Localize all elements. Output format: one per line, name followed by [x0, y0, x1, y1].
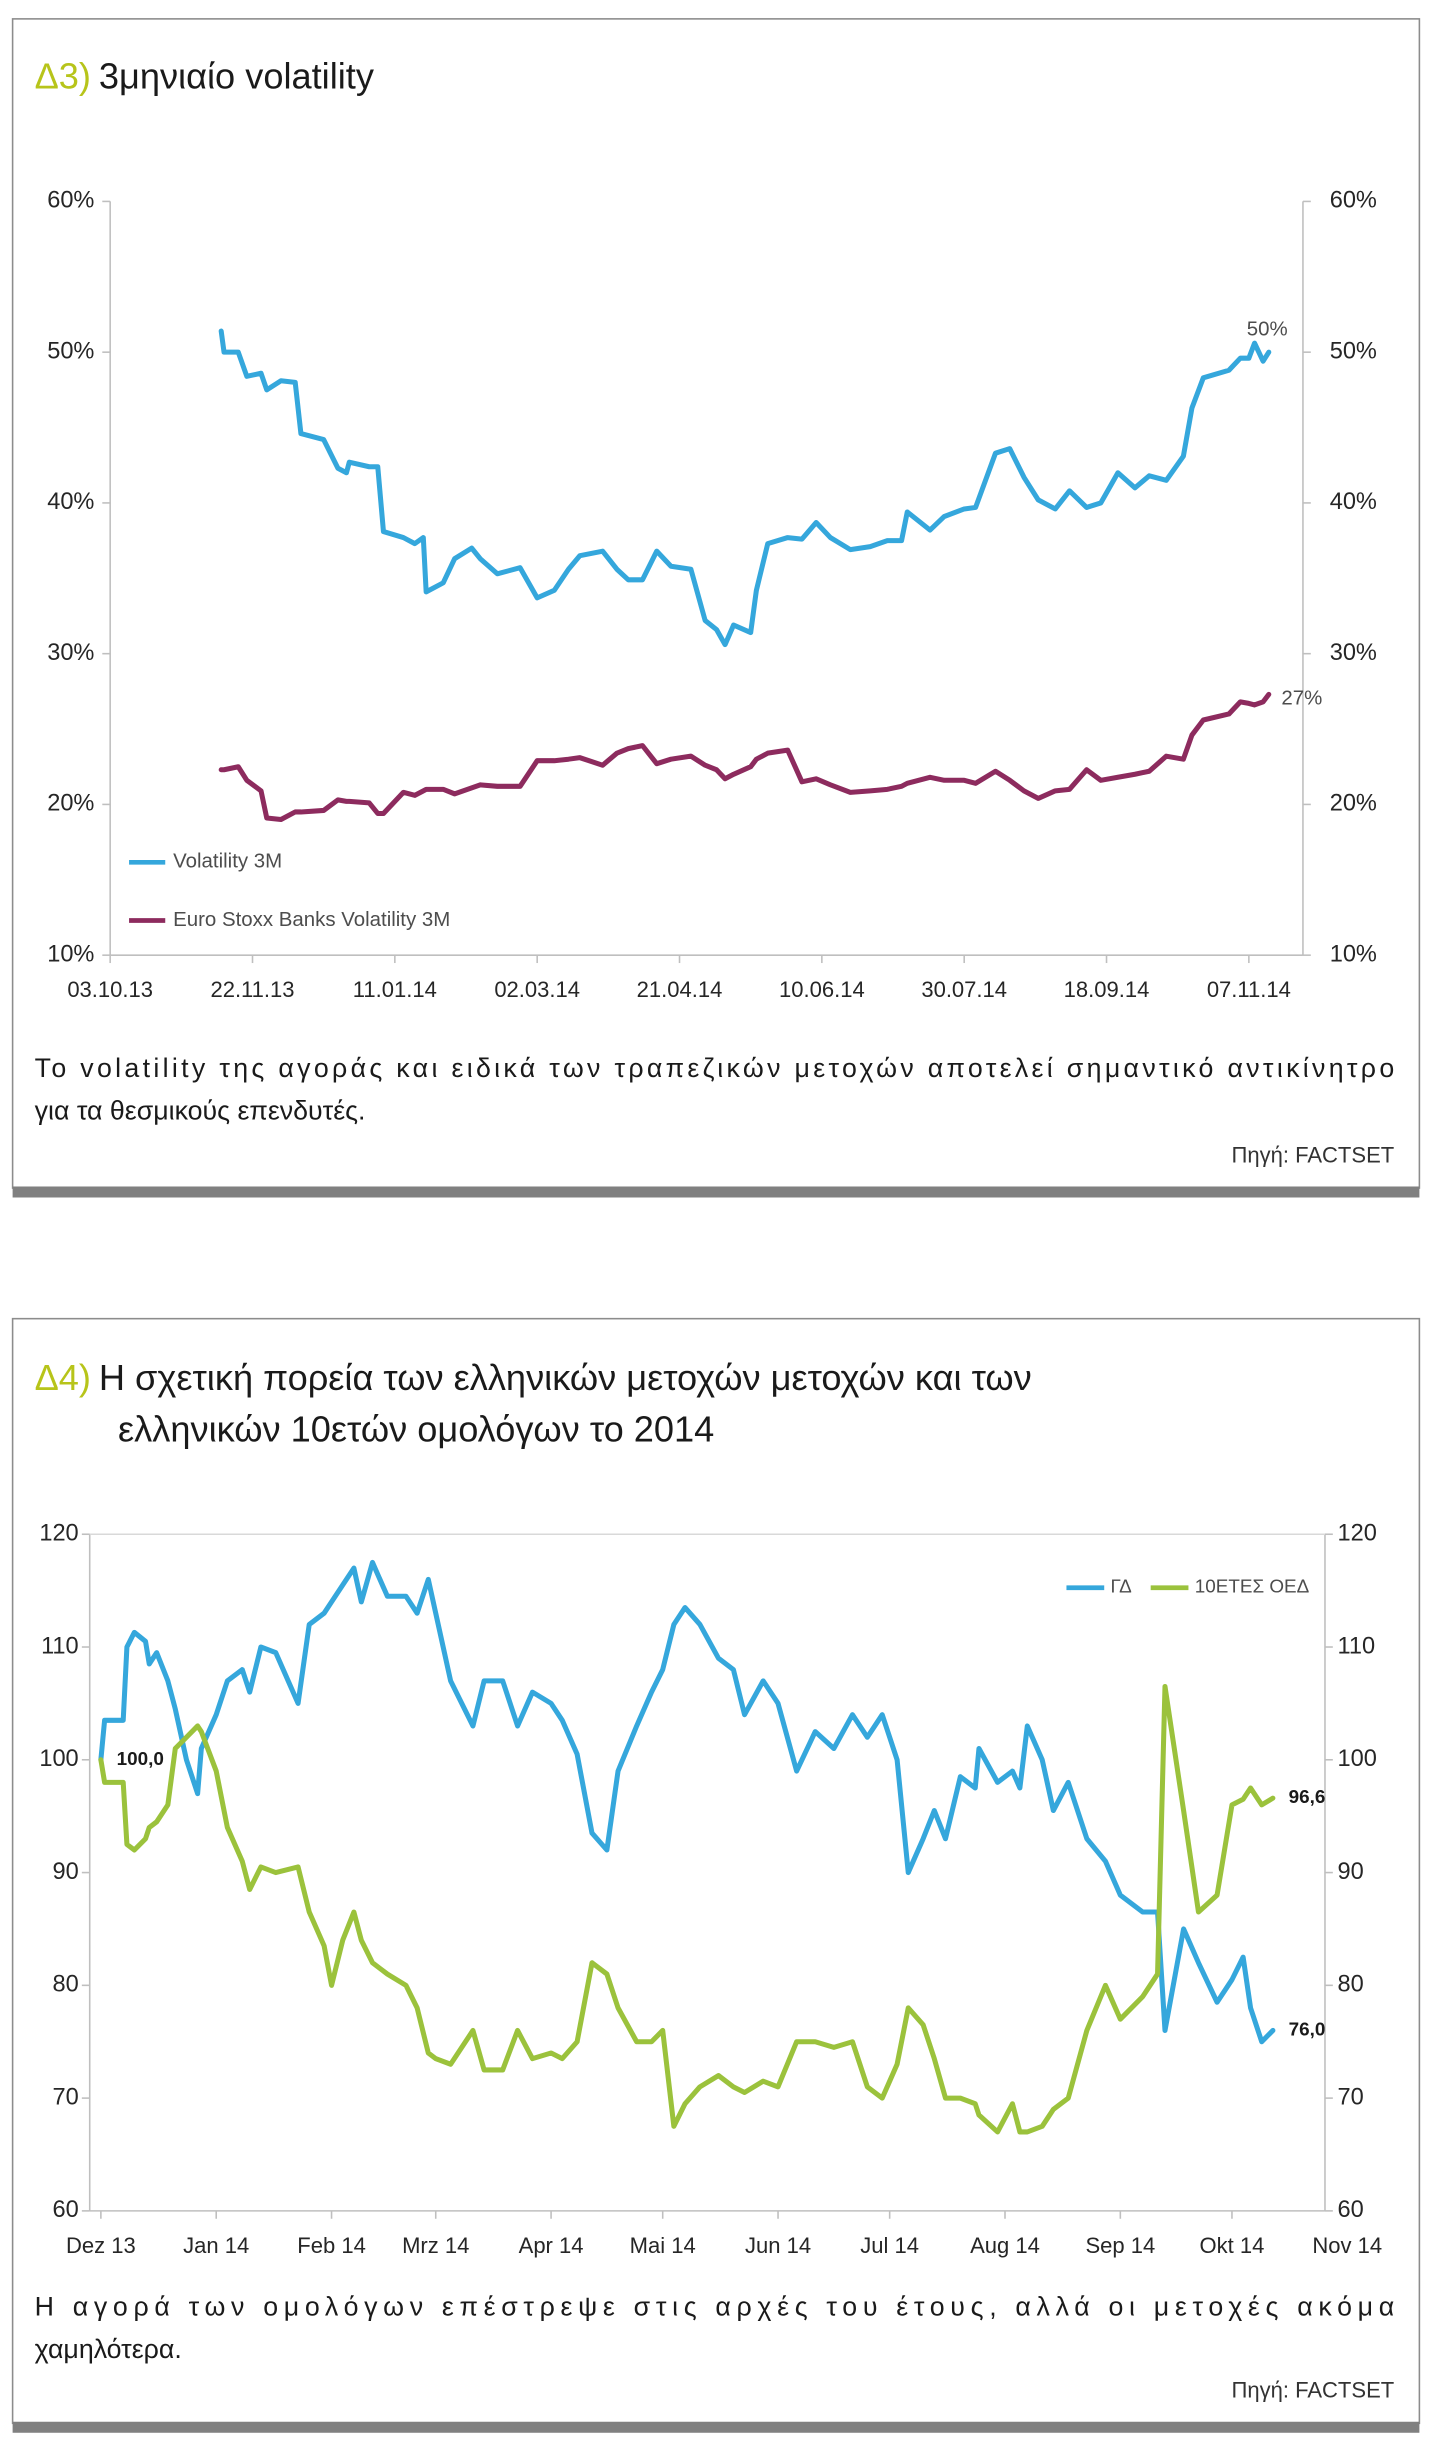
x-tick-label: Jan 14	[183, 2233, 249, 2258]
y-tick-label: 20%	[47, 791, 94, 817]
series-line	[218, 328, 1272, 648]
title-label: Δ3)	[35, 55, 91, 96]
legend-label: Volatility 3M	[173, 850, 282, 873]
y2-tick-label: 50%	[1330, 338, 1377, 364]
y2-tick-label: 40%	[1330, 489, 1377, 515]
y-tick-label: 50%	[47, 338, 94, 364]
title-text: Η σχετική πορεία των ελληνικών μετοχών μ…	[99, 1357, 1032, 1398]
y2-tick-label: 60%	[1330, 188, 1377, 214]
y2-tick-label: 20%	[1330, 791, 1377, 817]
panel	[11, 18, 1421, 1189]
y2-tick-label: 60	[1338, 2197, 1364, 2223]
x-tick-label: Sep 14	[1085, 2233, 1155, 2258]
x-tick-label: Apr 14	[519, 2233, 584, 2258]
panel-bar	[12, 2421, 1420, 2433]
y-tick-label: 70	[52, 2084, 78, 2110]
x-tick-label: 22.11.13	[210, 977, 294, 1002]
x-tick-label: Feb 14	[297, 2233, 366, 2258]
chart-title: Δ4) Η σχετική πορεία των ελληνικών μετοχώ…	[35, 1357, 1032, 1398]
y-tick-label: 60%	[47, 188, 94, 214]
data-label: 100,0	[117, 1749, 164, 1770]
y-tick-label: 30%	[47, 640, 94, 666]
x-tick-label: 10.06.14	[779, 977, 865, 1002]
x-tick-label: 02.03.14	[494, 977, 580, 1002]
series-line	[98, 1559, 1276, 2045]
x-tick-label: Nov 14	[1312, 2233, 1382, 2258]
data-label: 27%	[1281, 686, 1322, 709]
legend-label: ΓΔ	[1111, 1577, 1133, 1598]
legend: ΓΔ 10ΕΤΕΣ ΟΕΔ	[1066, 1577, 1310, 1598]
x-tick-label: 11.01.14	[353, 977, 437, 1002]
y2-tick-label: 10%	[1330, 941, 1377, 967]
caption: χαμηλότερα.	[35, 2334, 182, 2364]
x-tick-label: Okt 14	[1200, 2233, 1265, 2258]
x-tick-label: Mai 14	[630, 2233, 696, 2258]
panel-bar	[12, 1186, 1420, 1198]
title-label: Δ4)	[35, 1357, 91, 1398]
caption: για τα θεσμικούς επενδυτές.	[35, 1096, 366, 1126]
x-tick-label: 18.09.14	[1064, 977, 1150, 1002]
x-tick-label: Aug 14	[970, 2233, 1040, 2258]
x-tick-label: Mrz 14	[402, 2233, 469, 2258]
source: Πηγή: FACTSET	[1231, 2378, 1394, 2403]
x-tick-label: Jun 14	[745, 2233, 811, 2258]
series-line	[98, 1683, 1276, 2135]
y-tick-label: 100	[39, 1746, 78, 1772]
y-tick-label: 60	[52, 2197, 78, 2223]
x-tick-label: 21.04.14	[637, 977, 723, 1002]
y2-tick-label: 90	[1338, 1859, 1364, 1885]
x-tick-label: Jul 14	[860, 2233, 919, 2258]
legend-label: 10ΕΤΕΣ ΟΕΔ	[1195, 1577, 1310, 1598]
x-tick-label: 03.10.13	[67, 977, 153, 1002]
y-tick-label: 90	[52, 1859, 78, 1885]
y2-tick-label: 30%	[1330, 640, 1377, 666]
y-tick-label: 110	[41, 1633, 79, 1659]
y2-tick-label: 80	[1338, 1972, 1364, 1998]
x-tick-label: 30.07.14	[921, 977, 1007, 1002]
y-tick-label: 10%	[47, 941, 94, 967]
data-label: 50%	[1247, 318, 1288, 341]
chart-title: Δ3) 3μηνιαίο volatility	[35, 55, 375, 96]
series-line	[218, 691, 1272, 823]
source: Πηγή: FACTSET	[1231, 1142, 1394, 1167]
y2-tick-label: 120	[1338, 1520, 1377, 1546]
y-tick-label: 40%	[47, 489, 94, 515]
data-label: 76,0	[1289, 2019, 1326, 2040]
y2-tick-label: 100	[1338, 1746, 1377, 1772]
y2-tick-label: 110	[1338, 1633, 1376, 1659]
title-text: 3μηνιαίο volatility	[99, 55, 375, 96]
chart-title: ελληνικών 10ετών ομολόγων το 2014	[118, 1409, 714, 1450]
x-tick-label: Dez 13	[66, 2233, 136, 2258]
data-label: 96,6	[1289, 1787, 1326, 1808]
y-tick-label: 80	[52, 1972, 78, 1998]
y-tick-label: 120	[39, 1520, 78, 1546]
y2-tick-label: 70	[1338, 2084, 1364, 2110]
legend-label: Euro Stoxx Banks Volatility 3M	[173, 908, 450, 931]
x-tick-label: 07.11.14	[1207, 977, 1291, 1002]
